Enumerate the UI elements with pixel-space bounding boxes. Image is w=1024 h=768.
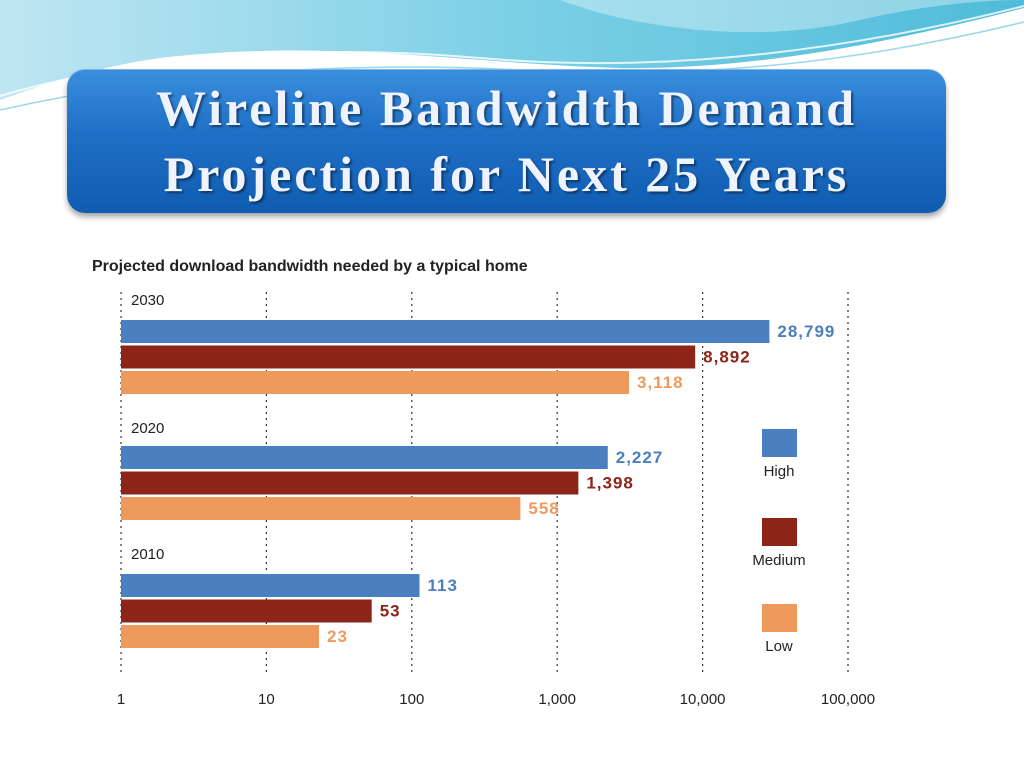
category-label-2030: 2030 [131,292,164,309]
bar-low-2020 [121,497,521,520]
x-tick-label: 1 [117,691,125,708]
category-label-2020: 2020 [131,420,164,437]
bar-high-2010 [121,574,420,597]
bar-low-2010 [121,625,319,648]
data-label: 1,398 [586,474,634,493]
x-tick-label: 100,000 [821,691,875,708]
slide-title-line-1: Wireline Bandwidth Demand [155,80,858,136]
bar-high-2030 [121,320,770,343]
bar-medium-2020 [121,471,579,495]
legend-swatch-medium [762,518,797,546]
bar-high-2020 [121,446,608,469]
slide-title-line-2: Projection for Next 25 Years [163,146,850,202]
data-label: 558 [528,499,559,518]
legend-label-high: High [764,463,795,480]
data-label: 3,118 [637,373,684,392]
x-tick-label: 100 [399,691,424,708]
data-label: 53 [380,602,401,621]
data-label: 2,227 [616,448,664,467]
x-tick-label: 1,000 [538,691,576,708]
data-label: 113 [428,576,458,595]
legend-swatch-high [762,429,797,457]
legend-label-medium: Medium [752,552,805,569]
bar-medium-2010 [121,599,372,623]
data-label: 8,892 [703,348,751,367]
data-label: 28,799 [777,322,835,341]
x-tick-label: 10 [258,691,275,708]
chart-panel: Projected download bandwidth needed by a… [78,240,908,720]
slide-title-box: Wireline Bandwidth Demand Projection for… [67,69,946,213]
category-label-2010: 2010 [131,546,164,563]
data-label: 23 [327,627,348,646]
bar-medium-2030 [121,345,696,369]
legend-label-low: Low [765,638,793,655]
x-tick-label: 10,000 [680,691,726,708]
bandwidth-bar-chart: Projected download bandwidth needed by a… [92,258,875,708]
chart-title: Projected download bandwidth needed by a… [92,258,528,275]
bar-low-2030 [121,371,630,394]
legend-swatch-low [762,604,797,632]
